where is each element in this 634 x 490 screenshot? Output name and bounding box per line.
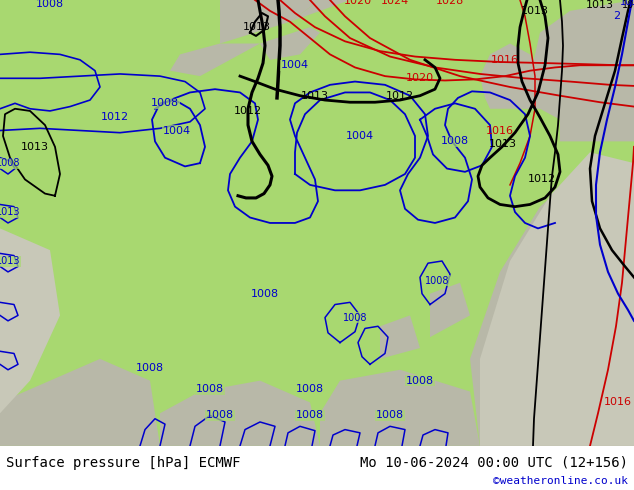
Text: 1008: 1008	[196, 384, 224, 394]
Text: 1013: 1013	[0, 256, 20, 266]
Text: 1020: 1020	[344, 0, 372, 6]
Text: 1013: 1013	[586, 0, 614, 10]
Polygon shape	[220, 0, 320, 44]
Text: 1008: 1008	[406, 376, 434, 386]
Polygon shape	[320, 370, 480, 446]
Text: 101: 101	[622, 0, 634, 10]
Text: 1013: 1013	[489, 139, 517, 148]
Text: 1013: 1013	[301, 91, 329, 101]
Text: ©weatheronline.co.uk: ©weatheronline.co.uk	[493, 476, 628, 487]
Polygon shape	[430, 283, 470, 337]
Text: 1008: 1008	[296, 384, 324, 394]
Text: 1004: 1004	[163, 125, 191, 136]
Polygon shape	[160, 381, 320, 446]
Text: 1004: 1004	[281, 60, 309, 70]
Text: 1013: 1013	[0, 207, 20, 217]
Text: 1008: 1008	[0, 158, 20, 168]
Polygon shape	[480, 44, 545, 109]
Polygon shape	[170, 44, 260, 76]
Polygon shape	[480, 152, 634, 446]
Text: 1012: 1012	[528, 174, 556, 184]
Polygon shape	[0, 359, 160, 446]
Polygon shape	[380, 316, 420, 359]
Polygon shape	[0, 250, 40, 446]
Text: 1020: 1020	[406, 74, 434, 83]
Text: Surface pressure [hPa] ECMWF: Surface pressure [hPa] ECMWF	[6, 456, 241, 469]
Text: 1008: 1008	[136, 363, 164, 372]
Text: 1013: 1013	[521, 6, 549, 16]
Polygon shape	[0, 228, 60, 446]
Text: 1012: 1012	[234, 106, 262, 116]
Text: 1012: 1012	[386, 91, 414, 101]
Text: 1008: 1008	[296, 411, 324, 420]
Text: Mo 10-06-2024 00:00 UTC (12+156): Mo 10-06-2024 00:00 UTC (12+156)	[359, 456, 628, 469]
Text: 1016: 1016	[486, 125, 514, 136]
Text: 101: 101	[620, 0, 634, 7]
Text: 1008: 1008	[376, 411, 404, 420]
Polygon shape	[260, 27, 320, 60]
Text: 1008: 1008	[206, 411, 234, 420]
Text: 1013: 1013	[21, 142, 49, 152]
Text: 1008: 1008	[425, 275, 450, 286]
Text: 1008: 1008	[343, 313, 367, 322]
Text: 1008: 1008	[151, 98, 179, 108]
Text: 1004: 1004	[346, 131, 374, 141]
Text: 1013: 1013	[243, 22, 271, 32]
Polygon shape	[290, 0, 350, 22]
Text: 1008: 1008	[441, 136, 469, 147]
Polygon shape	[470, 163, 634, 446]
Text: 1028: 1028	[436, 0, 464, 6]
Text: 1024: 1024	[381, 0, 409, 6]
Text: 2: 2	[614, 11, 621, 21]
Text: 1016: 1016	[604, 397, 632, 407]
Text: 1012: 1012	[101, 113, 129, 122]
Polygon shape	[530, 0, 634, 142]
Text: 1008: 1008	[251, 289, 279, 298]
Text: 1016: 1016	[491, 55, 519, 65]
Polygon shape	[0, 0, 634, 446]
Text: 1008: 1008	[36, 0, 64, 9]
